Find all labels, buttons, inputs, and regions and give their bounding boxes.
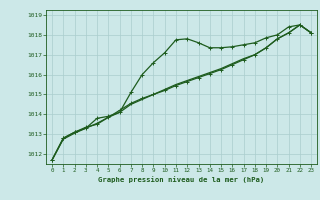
X-axis label: Graphe pression niveau de la mer (hPa): Graphe pression niveau de la mer (hPa) [99,176,265,183]
